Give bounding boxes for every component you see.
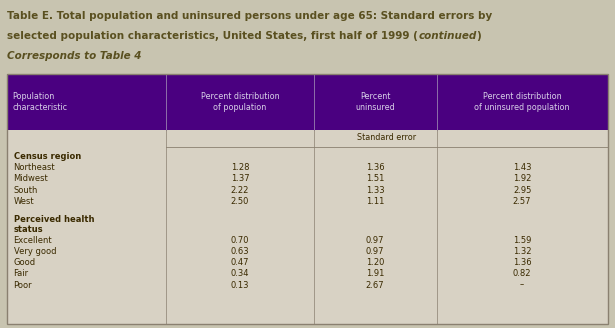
Text: Midwest: Midwest xyxy=(14,174,49,183)
Text: 1.43: 1.43 xyxy=(513,163,531,172)
Text: 1.33: 1.33 xyxy=(366,186,384,195)
Text: 2.95: 2.95 xyxy=(513,186,531,195)
Text: 1.28: 1.28 xyxy=(231,163,249,172)
Text: 1.37: 1.37 xyxy=(231,174,249,183)
Text: South: South xyxy=(14,186,38,195)
Text: Percent
uninsured: Percent uninsured xyxy=(355,92,395,112)
Text: 2.50: 2.50 xyxy=(231,197,249,206)
Text: Table E. Total population and uninsured persons under age 65: Standard errors by: Table E. Total population and uninsured … xyxy=(7,11,493,21)
Text: Good: Good xyxy=(14,258,36,267)
Text: Percent distribution
of uninsured population: Percent distribution of uninsured popula… xyxy=(474,92,570,112)
Text: Perceived health: Perceived health xyxy=(14,215,94,224)
Text: 2.22: 2.22 xyxy=(231,186,249,195)
Text: 2.67: 2.67 xyxy=(366,281,384,290)
Bar xyxy=(7,130,608,324)
Text: Population
characteristic: Population characteristic xyxy=(12,92,68,112)
Text: 1.20: 1.20 xyxy=(366,258,384,267)
Text: ): ) xyxy=(477,31,482,41)
Text: Very good: Very good xyxy=(14,247,56,256)
Text: 1.91: 1.91 xyxy=(366,270,384,278)
Text: Corresponds to Table 4: Corresponds to Table 4 xyxy=(7,51,142,61)
Text: Excellent: Excellent xyxy=(14,236,52,245)
Text: 1.92: 1.92 xyxy=(513,174,531,183)
Text: –: – xyxy=(520,281,524,290)
Text: status: status xyxy=(14,225,43,234)
Text: 2.57: 2.57 xyxy=(513,197,531,206)
Text: 0.47: 0.47 xyxy=(231,258,249,267)
Text: Percent distribution
of population: Percent distribution of population xyxy=(200,92,279,112)
Text: 0.82: 0.82 xyxy=(513,270,531,278)
Text: 0.70: 0.70 xyxy=(231,236,249,245)
Text: West: West xyxy=(14,197,34,206)
Text: 1.32: 1.32 xyxy=(513,247,531,256)
Text: Standard error: Standard error xyxy=(357,133,416,142)
Text: 1.51: 1.51 xyxy=(366,174,384,183)
Text: selected population characteristics, United States, first half of 1999 (: selected population characteristics, Uni… xyxy=(7,31,418,41)
Text: Poor: Poor xyxy=(14,281,32,290)
Bar xyxy=(7,74,608,130)
Text: continued: continued xyxy=(418,31,477,41)
Text: Fair: Fair xyxy=(14,270,29,278)
Text: Northeast: Northeast xyxy=(14,163,55,172)
Text: 1.11: 1.11 xyxy=(366,197,384,206)
Text: Census region: Census region xyxy=(14,152,81,161)
Text: 0.34: 0.34 xyxy=(231,270,249,278)
Text: 0.97: 0.97 xyxy=(366,236,384,245)
Bar xyxy=(7,74,608,324)
Text: 0.63: 0.63 xyxy=(231,247,249,256)
Text: 1.36: 1.36 xyxy=(513,258,531,267)
Text: 1.59: 1.59 xyxy=(513,236,531,245)
Text: 0.97: 0.97 xyxy=(366,247,384,256)
Text: 0.13: 0.13 xyxy=(231,281,249,290)
Text: 1.36: 1.36 xyxy=(366,163,384,172)
